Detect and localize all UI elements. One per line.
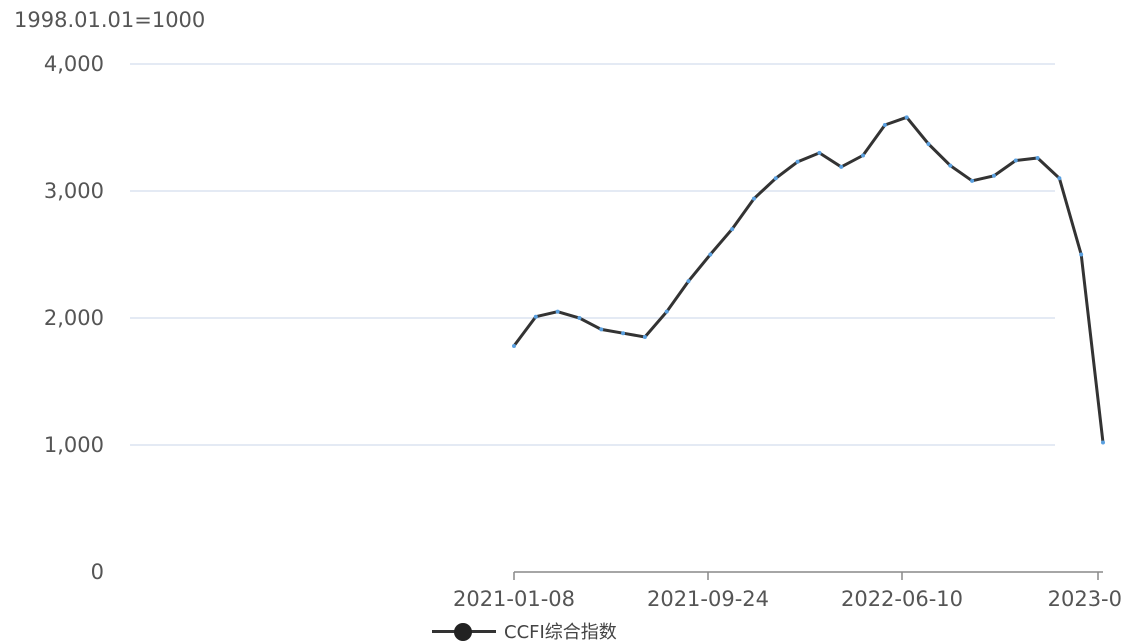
y-tick-label: 2,000 <box>44 306 104 330</box>
legend-dot-icon <box>454 622 472 641</box>
data-point <box>686 279 691 284</box>
data-point <box>512 343 516 348</box>
data-point <box>1057 176 1062 181</box>
data-point <box>621 331 626 336</box>
y-tick-label: 3,000 <box>44 179 104 203</box>
data-point <box>577 316 582 320</box>
x-tick-label: 2021-09-24 <box>647 587 769 611</box>
data-point <box>795 159 800 164</box>
data-point <box>599 327 604 332</box>
legend-line-icon <box>432 622 496 641</box>
data-point <box>730 227 735 232</box>
data-point <box>555 309 560 314</box>
data-point <box>948 163 953 168</box>
series-points <box>512 115 1105 445</box>
data-point <box>1035 155 1040 160</box>
data-point <box>926 142 931 147</box>
data-point <box>839 164 844 169</box>
legend-label: CCFI综合指数 <box>504 622 617 643</box>
y-axis-ticks: 0 1,000 2,000 3,000 4,000 <box>44 52 104 584</box>
data-point <box>817 150 822 155</box>
grid-lines <box>130 63 1055 446</box>
x-tick-label: 2022-06-10 <box>841 587 963 611</box>
legend[interactable]: CCFI综合指数 <box>432 618 617 644</box>
y-tick-label: 0 <box>91 560 104 584</box>
data-point <box>751 196 756 201</box>
data-point <box>1101 440 1105 445</box>
x-tick-label: 2021-01-08 <box>453 587 575 611</box>
series-line-ccfi <box>512 115 1105 443</box>
data-point <box>1079 252 1084 257</box>
data-point <box>533 314 538 319</box>
y-tick-label: 4,000 <box>44 52 104 76</box>
data-point <box>970 178 975 183</box>
data-point <box>642 335 647 340</box>
data-point <box>991 173 996 178</box>
data-point <box>861 153 866 158</box>
x-axis: 2021-01-08 2021-09-24 2022-06-10 2023-0 <box>453 571 1122 611</box>
data-point <box>882 122 887 127</box>
x-tick-label: 2023-0 <box>1048 587 1122 611</box>
y-tick-label: 1,000 <box>44 433 104 457</box>
data-point <box>664 309 669 314</box>
base-index-note: 1998.01.01=1000 <box>14 8 206 32</box>
data-point <box>904 115 909 120</box>
data-point <box>1013 158 1018 163</box>
data-point <box>708 252 713 257</box>
data-point <box>773 176 778 181</box>
